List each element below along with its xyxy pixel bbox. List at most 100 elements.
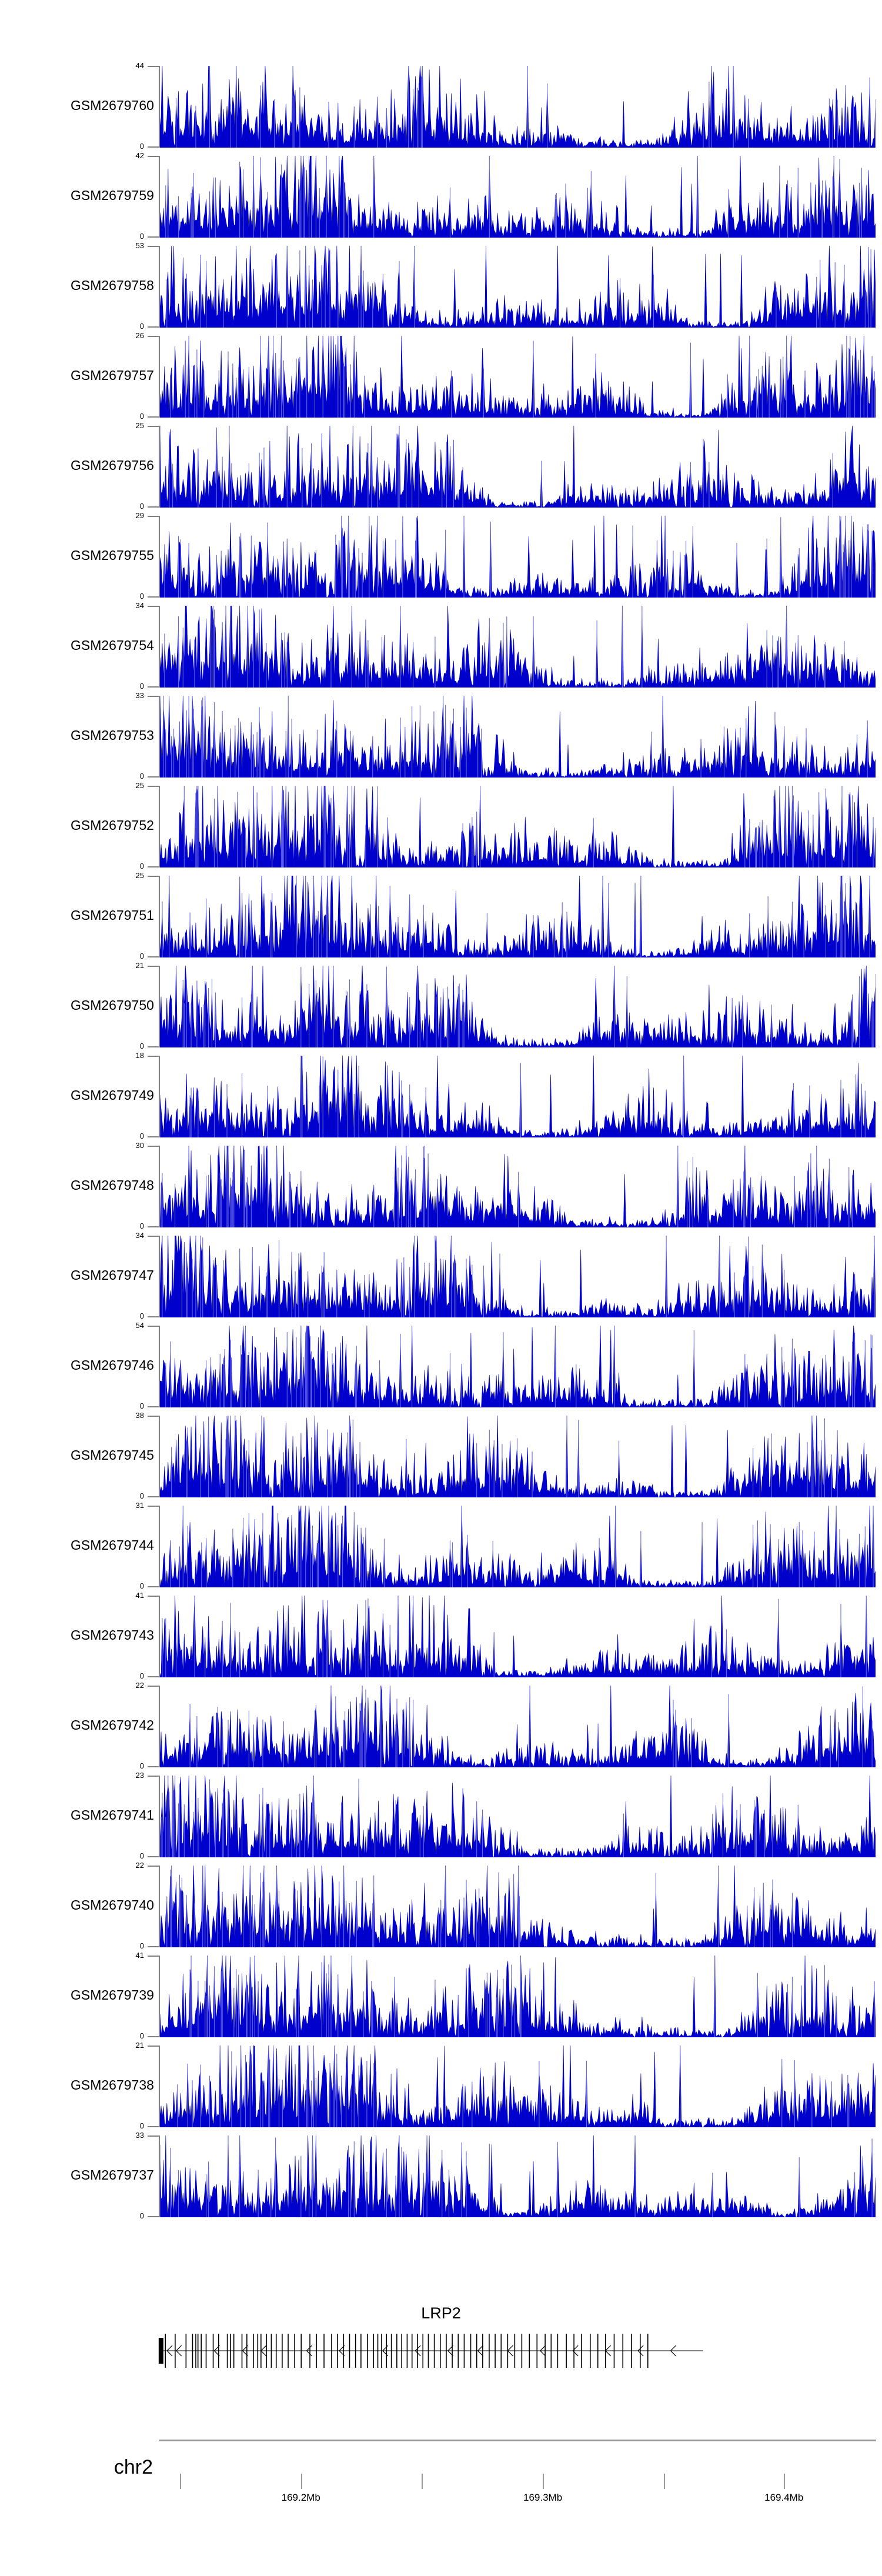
coverage-plot-area[interactable] [160,1416,876,1497]
coverage-plot-area[interactable] [160,966,876,1047]
coverage-plot-area[interactable] [160,426,876,508]
gene-exon[interactable] [323,2334,325,2368]
gene-exon[interactable] [507,2334,509,2368]
gene-exon[interactable] [316,2334,317,2368]
coverage-track[interactable]: GSM2679741 23 0 [0,1771,882,1860]
gene-exon[interactable] [241,2334,243,2368]
coverage-track[interactable]: GSM2679754 34 0 [0,602,882,690]
coverage-track[interactable]: GSM2679752 25 0 [0,782,882,870]
coverage-plot-area[interactable] [160,1326,876,1407]
gene-exon[interactable] [500,2334,502,2368]
coverage-track[interactable]: GSM2679737 33 0 [0,2131,882,2220]
coverage-track[interactable]: GSM2679753 33 0 [0,692,882,780]
gene-exon[interactable] [550,2334,552,2368]
coverage-track[interactable]: GSM2679759 42 0 [0,152,882,240]
coverage-track[interactable]: GSM2679757 26 0 [0,332,882,420]
gene-exon[interactable] [406,2334,408,2368]
coverage-plot-area[interactable] [160,786,876,867]
coverage-plot-area[interactable] [160,1866,876,1947]
coverage-track[interactable]: GSM2679749 18 0 [0,1052,882,1140]
coverage-track[interactable]: GSM2679760 44 0 [0,62,882,150]
gene-exon[interactable] [622,2334,624,2368]
gene-exon[interactable] [597,2334,599,2368]
gene-exon[interactable] [300,2334,302,2368]
coverage-track[interactable]: GSM2679750 21 0 [0,962,882,1050]
coverage-plot-area[interactable] [160,606,876,688]
gene-exon[interactable] [288,2334,289,2368]
gene-exon[interactable] [427,2334,429,2368]
gene-exon[interactable] [355,2334,356,2368]
gene-exon[interactable] [294,2334,295,2368]
gene-exon[interactable] [604,2334,606,2368]
coverage-plot-area[interactable] [160,876,876,957]
coverage-track[interactable]: GSM2679744 31 0 [0,1501,882,1590]
coverage-track[interactable]: GSM2679743 41 0 [0,1591,882,1680]
gene-exon[interactable] [495,2334,496,2368]
gene-exon[interactable] [158,2338,163,2364]
coverage-track[interactable]: GSM2679739 41 0 [0,1951,882,2040]
coverage-plot-area[interactable] [160,2046,876,2127]
gene-exon[interactable] [282,2334,283,2368]
coverage-plot-area[interactable] [160,1506,876,1587]
coverage-track[interactable]: GSM2679755 29 0 [0,512,882,600]
gene-exon[interactable] [230,2334,231,2368]
coverage-plot-area[interactable] [160,1146,876,1227]
gene-exon[interactable] [536,2334,538,2368]
gene-exon[interactable] [201,2334,202,2368]
gene-exon[interactable] [386,2334,387,2368]
coverage-plot-area[interactable] [160,2135,876,2217]
gene-exon[interactable] [452,2334,453,2368]
coverage-track[interactable]: GSM2679746 54 0 [0,1322,882,1410]
gene-exon[interactable] [476,2334,477,2368]
coverage-track[interactable]: GSM2679745 38 0 [0,1412,882,1500]
gene-exon[interactable] [566,2334,567,2368]
coverage-plot-area[interactable] [160,336,876,418]
coverage-track[interactable]: GSM2679738 21 0 [0,2041,882,2130]
gene-exon[interactable] [270,2334,272,2368]
gene-exon[interactable] [257,2334,259,2368]
gene-exon[interactable] [457,2334,459,2368]
gene-exon[interactable] [360,2334,362,2368]
gene-exon[interactable] [175,2334,176,2368]
gene-exon[interactable] [195,2334,196,2368]
gene-exon[interactable] [381,2334,382,2368]
coverage-plot-area[interactable] [160,1596,876,1677]
gene-exon[interactable] [205,2334,207,2368]
gene-exon[interactable] [446,2334,447,2368]
gene-exon[interactable] [253,2334,254,2368]
gene-exon[interactable] [640,2334,641,2368]
gene-exon[interactable] [266,2334,267,2368]
coverage-track[interactable]: GSM2679756 25 0 [0,422,882,510]
gene-exon[interactable] [331,2334,332,2368]
coverage-track[interactable]: GSM2679751 25 0 [0,872,882,960]
gene-exon[interactable] [470,2334,472,2368]
gene-exon[interactable] [433,2334,435,2368]
gene-exon[interactable] [417,2334,418,2368]
coverage-track[interactable]: GSM2679748 30 0 [0,1142,882,1230]
coverage-track[interactable]: GSM2679747 34 0 [0,1232,882,1320]
gene-exon[interactable] [377,2334,379,2368]
gene-exon[interactable] [233,2334,235,2368]
gene-exon[interactable] [489,2334,490,2368]
gene-exon[interactable] [396,2334,397,2368]
gene-exon[interactable] [337,2334,338,2368]
gene-exon[interactable] [521,2334,523,2368]
gene-exon[interactable] [309,2334,310,2368]
gene-exon[interactable] [218,2334,219,2368]
gene-exon[interactable] [246,2334,248,2368]
gene-exon[interactable] [367,2334,368,2368]
coverage-plot-area[interactable] [160,696,876,778]
gene-exon[interactable] [165,2334,166,2368]
coverage-plot-area[interactable] [160,66,876,148]
gene-exon[interactable] [226,2334,228,2368]
gene-exon[interactable] [463,2334,465,2368]
coverage-plot-area[interactable] [160,156,876,238]
coverage-track[interactable]: GSM2679740 22 0 [0,1861,882,1950]
gene-exon[interactable] [343,2334,345,2368]
gene-exon[interactable] [411,2334,413,2368]
coverage-plot-area[interactable] [160,1776,876,1857]
coverage-plot-area[interactable] [160,1956,876,2037]
coverage-plot-area[interactable] [160,246,876,328]
coverage-plot-area[interactable] [160,1056,876,1137]
gene-exon[interactable] [185,2334,187,2368]
